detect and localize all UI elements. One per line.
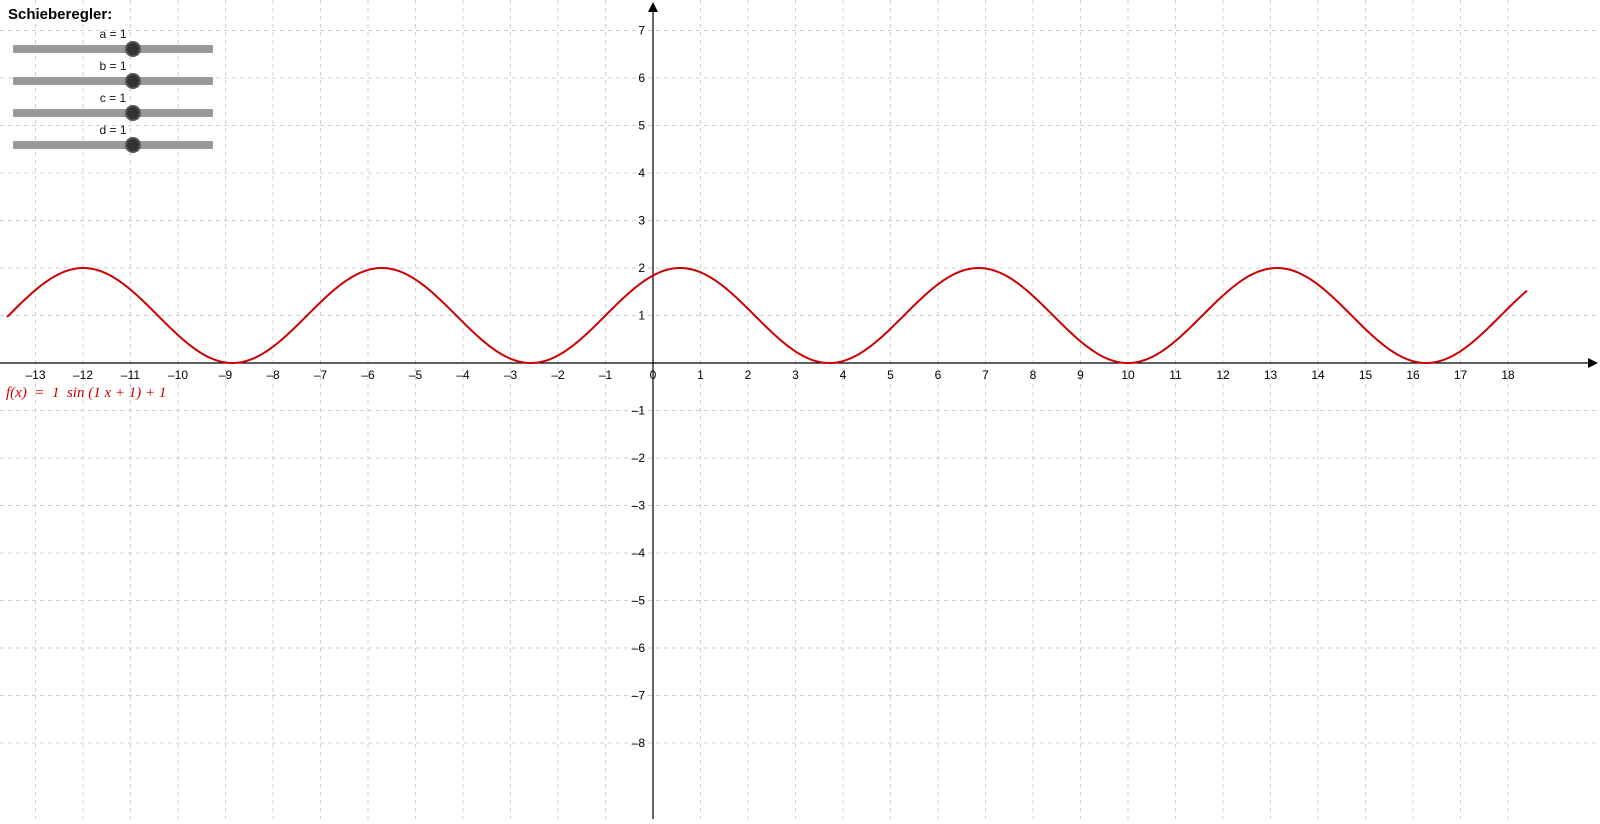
svg-text:15: 15 [1359, 368, 1373, 382]
slider-b-track[interactable] [13, 77, 213, 85]
svg-text:–6: –6 [361, 368, 375, 382]
svg-text:–2: –2 [632, 451, 646, 465]
svg-text:6: 6 [638, 71, 645, 85]
svg-text:–7: –7 [314, 368, 328, 382]
slider-c-label: c = 1 [8, 91, 218, 105]
svg-text:–2: –2 [551, 368, 565, 382]
slider-b-label: b = 1 [8, 59, 218, 73]
svg-text:5: 5 [887, 368, 894, 382]
svg-text:–3: –3 [504, 368, 518, 382]
svg-text:6: 6 [935, 368, 942, 382]
slider-a-label: a = 1 [8, 27, 218, 41]
svg-text:–6: –6 [632, 641, 646, 655]
slider-a-thumb[interactable] [125, 41, 141, 57]
grid [0, 0, 1600, 819]
slider-c[interactable]: c = 1 [8, 91, 218, 117]
svg-text:0: 0 [650, 368, 657, 382]
slider-d-thumb[interactable] [125, 137, 141, 153]
svg-text:17: 17 [1454, 368, 1468, 382]
svg-text:14: 14 [1311, 368, 1325, 382]
svg-text:–5: –5 [409, 368, 423, 382]
function-formula: f(x) = 1 sin (1 x + 1) + 1 [6, 385, 166, 402]
slider-c-thumb[interactable] [125, 105, 141, 121]
svg-text:–8: –8 [266, 368, 280, 382]
svg-text:–8: –8 [632, 736, 646, 750]
slider-d-label: d = 1 [8, 123, 218, 137]
svg-text:–10: –10 [168, 368, 188, 382]
svg-text:7: 7 [638, 24, 645, 38]
svg-text:–7: –7 [632, 689, 646, 703]
svg-text:13: 13 [1264, 368, 1278, 382]
slider-b[interactable]: b = 1 [8, 59, 218, 85]
svg-text:–1: –1 [632, 404, 646, 418]
svg-text:16: 16 [1406, 368, 1420, 382]
svg-text:–4: –4 [632, 546, 646, 560]
svg-text:–9: –9 [219, 368, 233, 382]
svg-text:1: 1 [638, 309, 645, 323]
svg-text:–12: –12 [73, 368, 93, 382]
svg-text:1: 1 [697, 368, 704, 382]
axes [0, 2, 1598, 819]
svg-text:12: 12 [1216, 368, 1230, 382]
axis-labels: –13–12–11–10–9–8–7–6–5–4–3–2–10123456789… [25, 24, 1515, 751]
svg-text:–5: –5 [632, 594, 646, 608]
plot-area[interactable]: –13–12–11–10–9–8–7–6–5–4–3–2–10123456789… [0, 0, 1600, 819]
svg-text:5: 5 [638, 119, 645, 133]
svg-text:–11: –11 [121, 368, 140, 382]
slider-d[interactable]: d = 1 [8, 123, 218, 149]
svg-text:–13: –13 [25, 368, 45, 382]
slider-a-track[interactable] [13, 45, 213, 53]
svg-text:–1: –1 [599, 368, 613, 382]
svg-text:18: 18 [1501, 368, 1515, 382]
svg-text:–4: –4 [456, 368, 470, 382]
svg-text:2: 2 [638, 261, 645, 275]
svg-text:3: 3 [638, 214, 645, 228]
svg-text:3: 3 [792, 368, 799, 382]
svg-text:8: 8 [1030, 368, 1037, 382]
svg-text:11: 11 [1169, 368, 1182, 382]
svg-text:10: 10 [1121, 368, 1135, 382]
svg-text:7: 7 [982, 368, 989, 382]
slider-d-track[interactable] [13, 141, 213, 149]
svg-text:2: 2 [745, 368, 752, 382]
slider-b-thumb[interactable] [125, 73, 141, 89]
svg-text:4: 4 [840, 368, 847, 382]
svg-text:4: 4 [638, 166, 645, 180]
svg-text:9: 9 [1077, 368, 1084, 382]
slider-a[interactable]: a = 1 [8, 27, 218, 53]
slider-panel-title: Schieberegler: [8, 6, 218, 23]
slider-c-track[interactable] [13, 109, 213, 117]
slider-panel: Schieberegler: a = 1 b = 1 c = 1 d = 1 [8, 6, 218, 155]
svg-text:–3: –3 [632, 499, 646, 513]
plot-svg[interactable]: –13–12–11–10–9–8–7–6–5–4–3–2–10123456789… [0, 0, 1600, 819]
